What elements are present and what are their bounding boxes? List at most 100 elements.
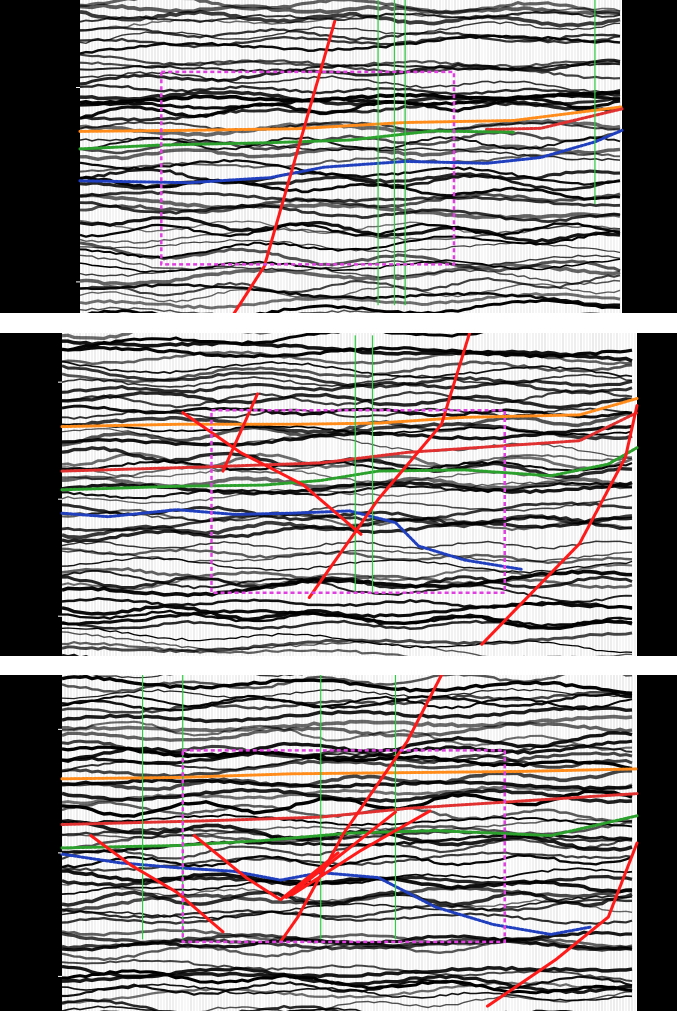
reflection-line (61, 897, 633, 925)
reflection-line (79, 152, 621, 173)
reflection-line (79, 230, 621, 259)
reflection-line (79, 201, 621, 224)
roi-box (160, 70, 456, 266)
reflection-line (79, 62, 621, 73)
seismic-panel-top: 1000 1000 1500 1500 time (ms) (0, 0, 677, 313)
fault-line (181, 411, 363, 536)
reflection-line (61, 569, 633, 598)
reflection-line (79, 225, 621, 244)
y-tick-label-left: 1500 (24, 845, 50, 860)
reflection-line (61, 1005, 574, 1011)
fault-line (89, 834, 225, 934)
fault-line (192, 834, 340, 902)
horizons-middle (60, 397, 639, 571)
reflection-line (61, 557, 633, 574)
seismic-panel-bottom: 1000 1000 1500 1500 2000 2000 time (ms) (0, 675, 677, 1011)
seismic-traces-top (79, 0, 621, 313)
reflection-line (61, 769, 632, 792)
horizon-line (60, 397, 639, 429)
reflection-line (79, 34, 621, 55)
y-tick-label-left: 1000 (24, 374, 50, 389)
reflection-line (79, 192, 621, 214)
reflection-line (79, 254, 621, 277)
reflection-line (61, 714, 633, 733)
reflection-line (79, 193, 621, 220)
reflection-line (62, 640, 578, 656)
reflection-line (61, 379, 633, 394)
reflection-line (79, 9, 621, 28)
reflection-line (61, 690, 633, 714)
horizon-line (60, 446, 639, 492)
reflection-line (61, 694, 633, 711)
reflection-line (61, 360, 633, 384)
reflection-line (61, 349, 633, 366)
axis-bottom: 1000 1000 1500 1500 2000 2000 (24, 721, 672, 983)
reflection-line (61, 751, 633, 778)
fault-line (232, 19, 337, 313)
reflection-line (61, 908, 633, 925)
y-tick-label-right: 2000 (646, 968, 672, 983)
reflection-line (79, 306, 601, 313)
right-band (622, 0, 677, 313)
y-axis-label-middle: time (ms) (10, 469, 25, 519)
reflection-line (61, 549, 633, 563)
reflection-line (61, 333, 484, 352)
faults-bottom (89, 675, 639, 1008)
reflection-line (79, 21, 621, 45)
reflection-line (61, 481, 633, 504)
faults-middle (181, 333, 639, 646)
reflection-line (79, 283, 621, 303)
reflection-line (79, 93, 621, 110)
reflection-line (61, 969, 633, 995)
reflection-line (61, 721, 633, 742)
reflection-line (61, 411, 633, 447)
y-axis-label-top: time (ms) (18, 131, 33, 181)
reflection-line (61, 975, 633, 998)
horizon-line (60, 814, 639, 850)
reflection-line (61, 881, 633, 913)
seismic-traces-middle (61, 333, 636, 656)
reflection-line (61, 930, 633, 952)
reflection-line (61, 601, 633, 626)
roi-box-top (160, 70, 456, 266)
reflection-line (61, 631, 633, 654)
fault-line (480, 404, 639, 646)
reflection-line (61, 886, 633, 913)
reflection-line (61, 827, 633, 843)
horizon-line (60, 411, 639, 473)
reflection-line (61, 745, 633, 771)
reflection-line (61, 407, 633, 420)
fault-line (221, 392, 259, 473)
y-tick-label-right: 1500 (634, 274, 660, 289)
reflection-line (61, 744, 633, 773)
y-tick-label-left: 1000 (42, 79, 68, 94)
reflection-line (61, 783, 633, 805)
reflection-line (79, 190, 621, 208)
reflection-line (61, 981, 633, 1006)
reflection-line (61, 390, 633, 410)
reflection-line (61, 494, 633, 522)
wells-bottom (141, 675, 397, 940)
axis-top: 1000 1000 1500 1500 (42, 79, 660, 288)
horizon-line (60, 767, 639, 781)
roi-box-bottom (181, 749, 506, 944)
y-tick-label-right: 1000 (634, 79, 660, 94)
y-tick-label-left: 2000 (24, 608, 50, 623)
y-tick-label-right: 2000 (646, 608, 672, 623)
y-tick-label-left: 1000 (24, 721, 50, 736)
reflection-line (62, 720, 633, 751)
reflection-line (79, 262, 621, 287)
reflection-line (62, 609, 633, 628)
reflection-line (61, 965, 633, 984)
reflection-line (79, 7, 621, 31)
reflection-line (61, 687, 633, 700)
reflection-line (79, 83, 621, 97)
y-tick-label-left: 2000 (24, 968, 50, 983)
right-band (637, 333, 677, 656)
reflection-line (61, 692, 633, 712)
reflection-line (61, 516, 633, 544)
reflection-line (79, 26, 621, 43)
fault-line (486, 841, 639, 1008)
seismic-panel-middle: 1000 1000 1500 1500 2000 2000 time (ms) (0, 333, 677, 656)
y-tick-label-left: 1500 (24, 491, 50, 506)
